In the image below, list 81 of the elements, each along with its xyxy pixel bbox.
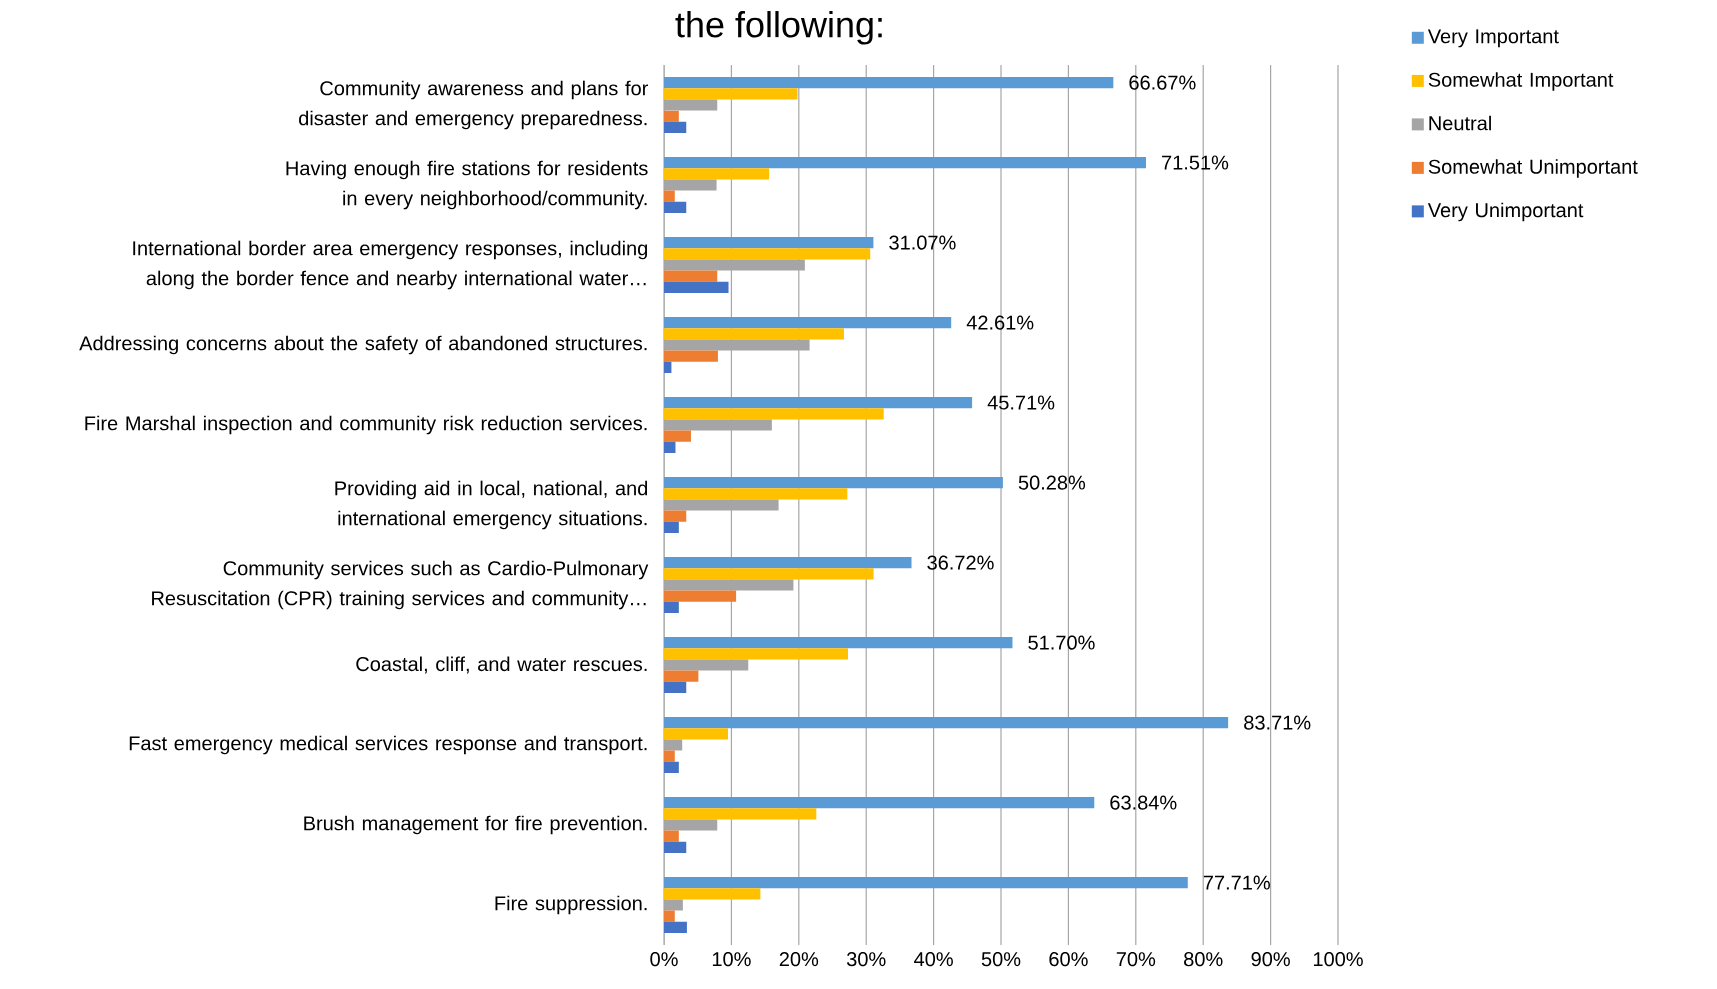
bar: [664, 521, 679, 533]
bar: [664, 408, 884, 420]
bar: [664, 830, 679, 842]
bar: [664, 248, 871, 260]
bar: [664, 557, 912, 569]
bar: [664, 510, 687, 522]
legend-label: Neutral: [1429, 115, 1491, 131]
data-label: 45.71%: [987, 395, 1055, 410]
bar: [664, 156, 1146, 169]
bar: [664, 396, 973, 409]
x-tick-label: 20%: [779, 952, 819, 967]
bar: [664, 568, 874, 580]
x-tick-label: 80%: [1184, 952, 1223, 967]
data-label: 50.28%: [1018, 475, 1086, 490]
bar: [664, 636, 1013, 649]
bar: [664, 910, 675, 922]
bar: [664, 350, 718, 362]
bar: [664, 648, 849, 660]
y-tick-label: Addressing concerns about the safety of abandoned structures.: [79, 335, 647, 355]
x-tick-label: 10%: [712, 952, 751, 967]
data-label: 51.70%: [1028, 635, 1095, 650]
bar: [664, 761, 679, 773]
data-label: 66.67%: [1129, 75, 1196, 90]
bar: [664, 921, 687, 933]
bar: [664, 76, 1114, 89]
y-tick-label: Providing aid in local, national, and international emergency situations.: [335, 480, 648, 530]
data-label: 77.71%: [1203, 875, 1270, 890]
bar: [664, 121, 687, 133]
data-label: 42.61%: [966, 315, 1034, 330]
legend-label: Somewhat Important: [1428, 72, 1614, 91]
bar: [664, 190, 675, 202]
bar: [664, 728, 729, 740]
data-label: 63.84%: [1110, 795, 1177, 810]
y-tick-label: International border area emergency responses, including along the border fence and nearby international water…: [133, 240, 648, 290]
data-label: 71.51%: [1162, 155, 1229, 170]
y-tick-label: Brush management for fire prevention.: [304, 815, 647, 835]
bar: [664, 808, 817, 820]
chart-title: the following:: [675, 11, 882, 45]
bar: [664, 841, 687, 853]
bar: [664, 477, 1003, 489]
data-label: 36.72%: [927, 555, 994, 570]
y-tick-label: Coastal, cliff, and water rescues.: [356, 656, 647, 674]
bar: [664, 110, 679, 122]
x-tick-label: 50%: [981, 952, 1021, 967]
x-tick-label: 60%: [1049, 952, 1088, 967]
y-tick-label: Fire suppression.: [495, 895, 647, 915]
bar: [664, 488, 848, 500]
bar: [664, 750, 675, 762]
bar: [664, 236, 874, 249]
bar: [664, 590, 737, 602]
bar: [664, 681, 687, 693]
bar: [664, 601, 679, 613]
bar: [664, 430, 691, 442]
x-tick-label: 70%: [1116, 952, 1156, 967]
x-tick-label: 40%: [914, 952, 953, 967]
bar: [664, 876, 1188, 889]
data-label: 83.71%: [1244, 715, 1311, 730]
bar: [664, 168, 770, 180]
x-tick-label: 0%: [650, 952, 678, 967]
bar: [664, 281, 729, 293]
y-tick-label: Having enough fire stations for residents in every neighborhood/community.: [286, 160, 648, 210]
x-tick-label: 100%: [1313, 952, 1363, 967]
data-label: 31.07%: [889, 235, 956, 250]
bar: [664, 716, 1229, 729]
y-tick-label: Community services such as Cardio-Pulmonary Resuscitation (CPR) training services and community…: [152, 560, 649, 610]
bar: [664, 201, 687, 213]
y-tick-label: Fire Marshal inspection and community risk reduction services.: [85, 415, 647, 435]
legend-label: Very Unimportant: [1427, 202, 1584, 222]
bar: [664, 796, 1095, 809]
bar: [664, 888, 761, 900]
bar: [664, 328, 844, 340]
bar: [664, 670, 699, 682]
y-tick-label: Fast emergency medical services response and transport.: [129, 735, 647, 755]
x-tick-label: 30%: [846, 952, 886, 967]
bar: [664, 270, 718, 282]
y-tick-label: Community awareness and plans for disaster and emergency preparedness.: [299, 80, 649, 130]
bar: [664, 316, 952, 329]
legend-label: Very Important: [1427, 29, 1559, 48]
bar: [664, 88, 798, 100]
legend-label: Somewhat Unimportant: [1428, 159, 1638, 178]
x-tick-label: 90%: [1251, 952, 1290, 967]
